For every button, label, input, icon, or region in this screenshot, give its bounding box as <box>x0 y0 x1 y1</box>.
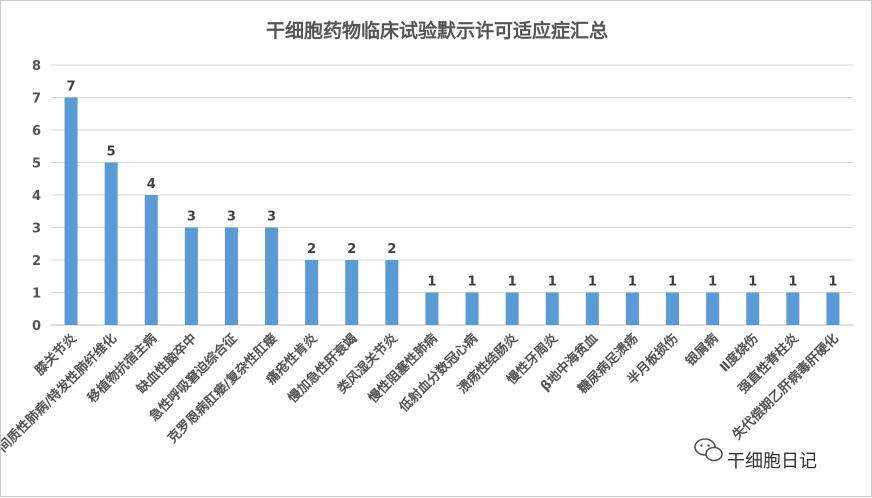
bars <box>64 97 840 325</box>
category-label: 移植物抗宿主病 <box>84 331 160 407</box>
bar <box>224 227 238 325</box>
category-labels: 膝关节炎间质性肺病/特发性肺纤维化移植物抗宿主病缺血性脑卒中急性呼吸窘迫综合征克… <box>1 331 842 456</box>
bar <box>465 292 479 325</box>
bar <box>786 292 800 325</box>
y-tick-label: 5 <box>32 157 41 172</box>
y-tick-label: 6 <box>32 124 41 139</box>
bar <box>826 292 840 325</box>
data-label: 3 <box>267 210 276 225</box>
y-tick-label: 2 <box>32 254 41 269</box>
data-label: 2 <box>387 242 396 257</box>
gridlines <box>51 64 853 293</box>
bar <box>505 292 519 325</box>
bar <box>385 260 399 325</box>
category-label: 慢加急性肝衰竭 <box>285 331 361 407</box>
y-tick-label: 4 <box>32 189 41 204</box>
data-label: 5 <box>107 145 116 160</box>
bar <box>585 292 599 325</box>
y-tick-label: 3 <box>32 222 41 237</box>
data-label: 1 <box>628 275 637 290</box>
bar <box>746 292 760 325</box>
data-label: 2 <box>347 242 356 257</box>
bar <box>305 260 319 325</box>
axes: 0 1 2 3 4 5 6 7 8 <box>32 59 853 334</box>
data-label: 3 <box>227 210 236 225</box>
data-label: 1 <box>788 275 797 290</box>
bar <box>64 97 78 325</box>
category-label: 银屑病 <box>683 331 722 370</box>
bar <box>144 195 158 325</box>
data-label: 1 <box>468 275 477 290</box>
data-label: 1 <box>427 275 436 290</box>
bar <box>625 292 639 325</box>
data-label: 1 <box>508 275 517 290</box>
bar <box>184 227 198 325</box>
bar <box>265 227 279 325</box>
wechat-icon <box>694 438 723 462</box>
data-label: 3 <box>187 210 196 225</box>
bar <box>706 292 720 325</box>
y-tick-label: 7 <box>32 92 41 107</box>
data-label: 1 <box>828 275 837 290</box>
y-tick-label: 1 <box>32 287 41 302</box>
y-tick-label: 8 <box>32 59 41 74</box>
bar <box>545 292 559 325</box>
bar <box>104 162 118 325</box>
data-label: 1 <box>548 275 557 290</box>
data-label: 2 <box>307 242 316 257</box>
bar <box>666 292 680 325</box>
data-label: 1 <box>668 275 677 290</box>
category-label: 慢性阻塞性肺病 <box>365 331 441 407</box>
bar <box>425 292 439 325</box>
watermark-text: 干细胞日记 <box>727 451 817 472</box>
data-label: 1 <box>588 275 597 290</box>
data-label: 7 <box>67 80 76 95</box>
data-labels: 7 5 4 3 3 3 2 2 2 1 1 1 1 1 1 1 1 1 1 1 <box>67 80 838 290</box>
watermark: 干细胞日记 <box>694 438 817 472</box>
bar <box>345 260 359 325</box>
data-label: 4 <box>147 177 156 192</box>
chart-title: 干细胞药物临床试验默示许可适应症汇总 <box>266 19 608 42</box>
y-tick-label: 0 <box>32 319 41 334</box>
data-label: 1 <box>708 275 717 290</box>
data-label: 1 <box>748 275 757 290</box>
